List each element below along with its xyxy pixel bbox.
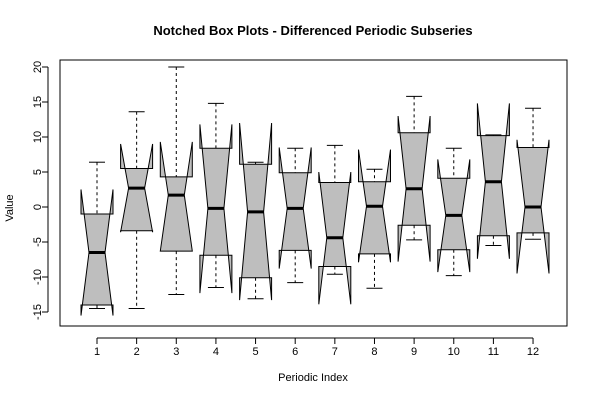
y-tick-label: 15 — [32, 96, 44, 108]
box-9 — [397, 95, 431, 262]
x-tick-label: 8 — [371, 346, 377, 358]
box-6 — [278, 147, 312, 284]
y-axis: -15 -10 -5 0 5 10 15 20 — [32, 61, 49, 320]
y-tick-label: -10 — [32, 269, 44, 285]
x-tick-label: 2 — [134, 346, 140, 358]
boxes-group — [80, 66, 550, 316]
x-tick-label: 12 — [527, 346, 539, 358]
y-axis-label: Value — [4, 194, 16, 221]
box-3 — [159, 66, 193, 295]
x-tick-label: 4 — [213, 346, 219, 358]
box-2 — [120, 111, 154, 309]
box-10 — [437, 147, 471, 277]
y-tick-label: -5 — [32, 237, 44, 247]
chart-title: Notched Box Plots - Differenced Periodic… — [153, 23, 472, 38]
plot-frame — [59, 59, 568, 327]
box-12 — [516, 107, 550, 274]
x-tick-label: 10 — [448, 346, 460, 358]
box-7 — [318, 144, 352, 305]
x-tick-label: 7 — [332, 346, 338, 358]
y-tick-label: -15 — [32, 304, 44, 320]
y-tick-label: 10 — [32, 131, 44, 143]
y-tick-label: 0 — [32, 204, 44, 210]
x-axis-label: Periodic Index — [278, 372, 348, 384]
x-tick-label: 11 — [488, 346, 499, 358]
x-tick-label: 3 — [173, 346, 179, 358]
y-tick-label: 20 — [32, 61, 44, 73]
y-tick-label: 5 — [32, 169, 44, 175]
box-5 — [239, 122, 273, 301]
x-axis: 1 2 3 4 5 6 7 8 9 10 11 12 — [94, 337, 539, 358]
box-1 — [80, 161, 114, 316]
x-tick-label: 1 — [94, 346, 100, 358]
box-8 — [358, 149, 391, 289]
x-tick-label: 6 — [292, 346, 298, 358]
x-tick-label: 9 — [411, 346, 417, 358]
x-tick-label: 5 — [252, 346, 258, 358]
box-11 — [476, 103, 510, 259]
box-4 — [199, 102, 233, 294]
